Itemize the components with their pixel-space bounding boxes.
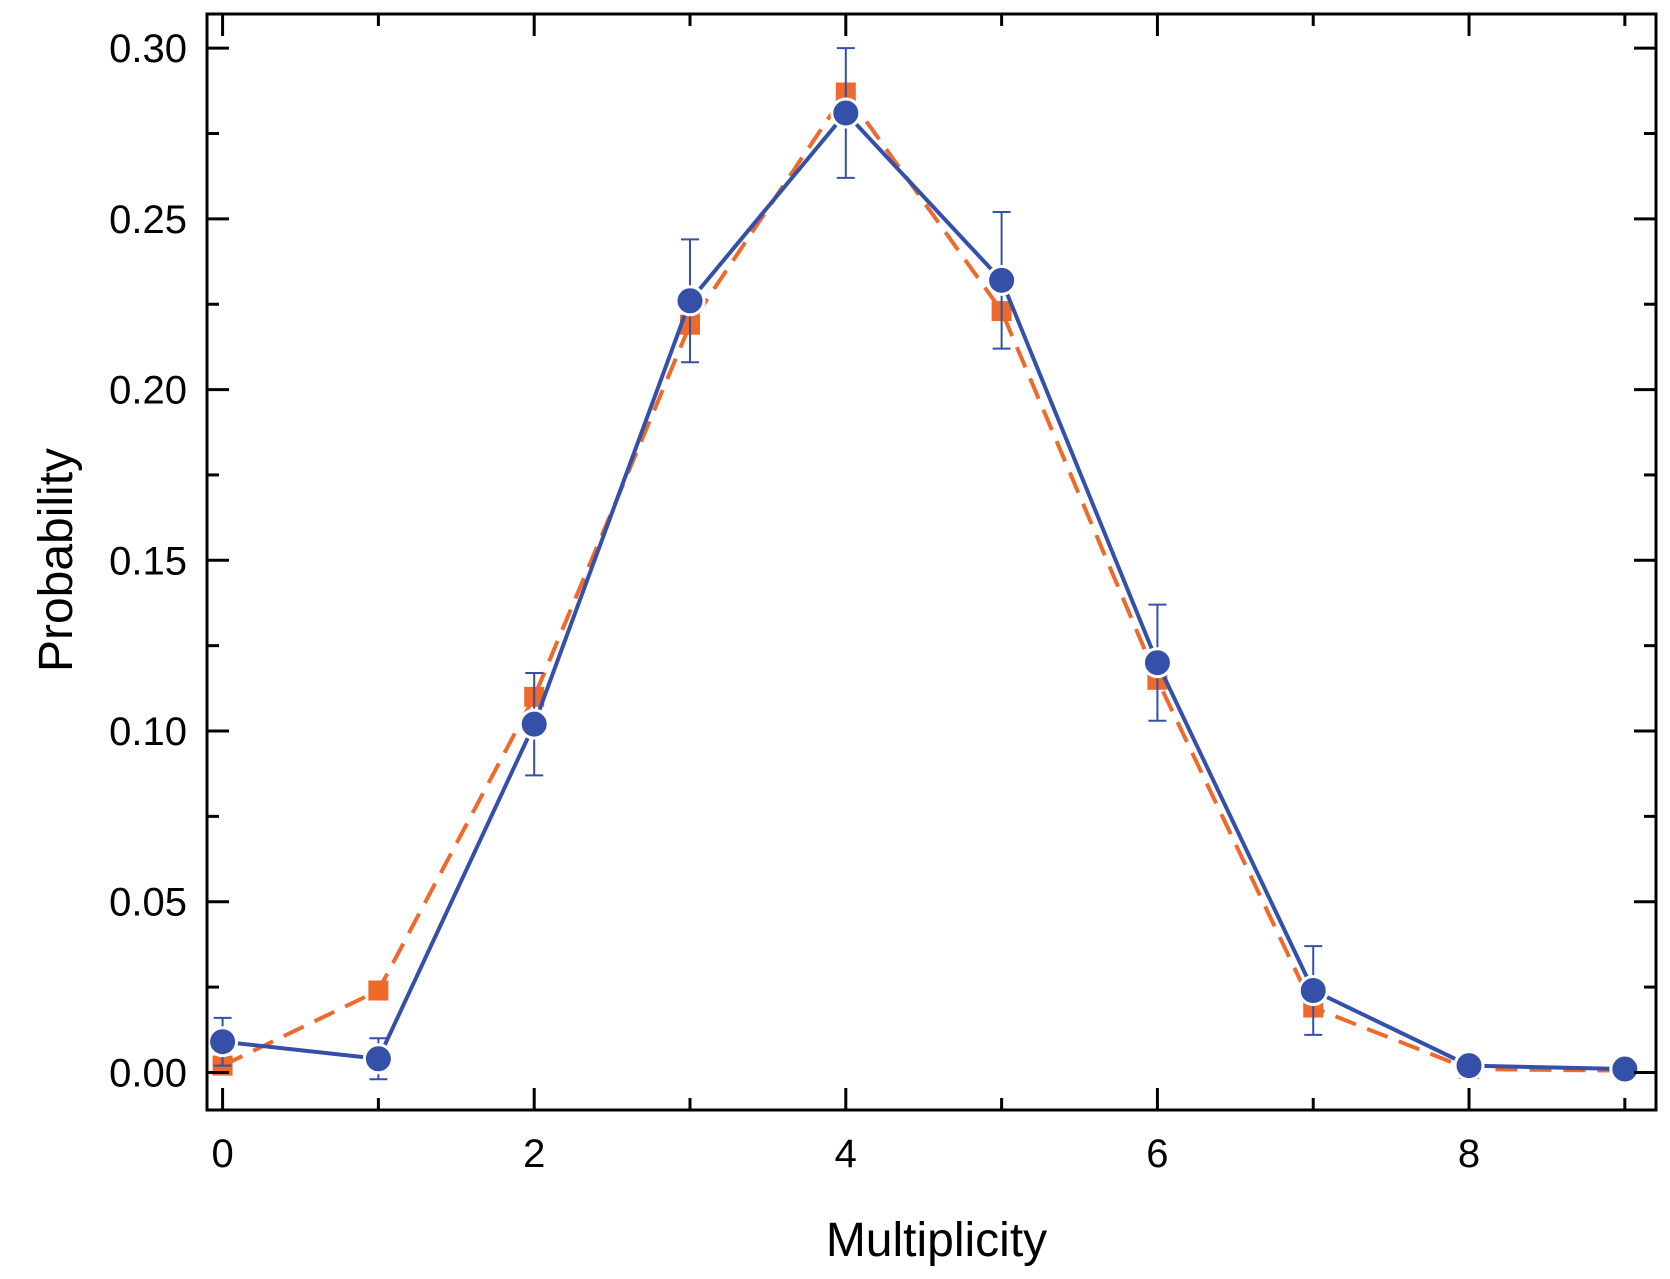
data-point-circle: [1141, 647, 1173, 679]
x-tick-label: 8: [1458, 1132, 1480, 1176]
series-0: [212, 82, 1635, 1081]
y-tick-label: 0.05: [109, 881, 187, 925]
y-tick-label: 0.15: [109, 539, 187, 583]
x-tick-label: 4: [835, 1132, 857, 1176]
data-point-circle: [674, 285, 706, 317]
axis-ticks: 0 2 4 6 8 0.00 0.05 0.10 0.15 0.20 0.25 0.30: [109, 14, 1656, 1176]
y-tick-label: 0.30: [109, 27, 187, 71]
data-point-circle: [986, 264, 1018, 296]
data-point-square: [368, 980, 389, 1001]
x-tick-label: 0: [211, 1132, 233, 1176]
y-tick-label: 0.10: [109, 710, 187, 754]
chart-marks: [207, 47, 1641, 1085]
data-point-circle: [1297, 974, 1329, 1006]
data-point-circle: [518, 708, 550, 740]
x-axis-title: Multiplicity: [826, 1214, 1047, 1267]
y-tick-label: 0.20: [109, 369, 187, 413]
x-tick-label: 2: [523, 1132, 545, 1176]
x-tick-label: 6: [1146, 1132, 1168, 1176]
series-1: [207, 47, 1641, 1085]
data-point-circle: [1453, 1050, 1485, 1082]
y-tick-label: 0.25: [109, 198, 187, 242]
data-point-circle: [207, 1026, 239, 1058]
y-tick-label: 0.00: [109, 1051, 187, 1095]
y-axis-title: Probability: [30, 448, 83, 672]
plot-frame: [205, 12, 1658, 1112]
data-point-circle: [830, 97, 862, 129]
data-point-circle: [362, 1043, 394, 1075]
data-point-circle: [1609, 1053, 1641, 1085]
series-line: [222, 111, 1625, 1072]
series-line: [221, 90, 1625, 1073]
